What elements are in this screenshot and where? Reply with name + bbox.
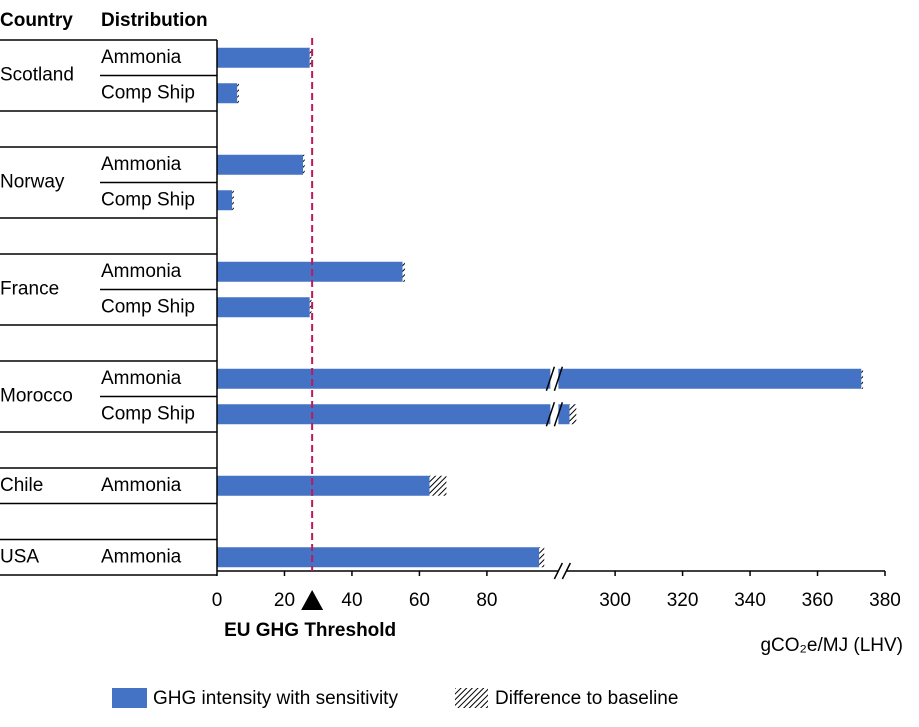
- distribution-label: Comp Ship: [101, 403, 195, 424]
- bar: [217, 297, 310, 318]
- break-mark: [553, 562, 564, 580]
- x-tick-label: 340: [734, 590, 766, 611]
- break-gap: [558, 561, 567, 581]
- distribution-label: Ammonia: [101, 47, 182, 68]
- country-label: Morocco: [0, 386, 73, 407]
- x-tick-label: 320: [667, 590, 699, 611]
- legend-swatch: [455, 688, 488, 708]
- break-mark: [561, 562, 572, 580]
- diff-bar: [861, 368, 864, 389]
- country-label: Norway: [0, 172, 65, 193]
- country-label: France: [0, 279, 59, 300]
- diff-bar: [232, 190, 234, 211]
- x-tick-label: 380: [869, 590, 901, 611]
- distribution-label: Ammonia: [101, 261, 182, 282]
- diff-bar: [237, 83, 239, 104]
- x-tick-label: 300: [599, 590, 631, 611]
- threshold-marker: [301, 590, 324, 610]
- diff-bar: [569, 404, 577, 425]
- x-tick-label: 80: [476, 590, 497, 611]
- bar: [217, 154, 304, 175]
- bar: [217, 368, 862, 389]
- break-gap: [550, 400, 559, 429]
- bar: [217, 47, 310, 68]
- x-tick-label: 0: [212, 590, 223, 611]
- x-axis-label: gCO₂e/MJ (LHV): [760, 635, 903, 656]
- country-label: Chile: [0, 475, 43, 496]
- distribution-label: Ammonia: [101, 154, 182, 175]
- x-tick-label: 360: [802, 590, 834, 611]
- break-gap: [550, 364, 559, 393]
- distribution-label: Comp Ship: [101, 82, 195, 103]
- distribution-label: Comp Ship: [101, 189, 195, 210]
- diff-bar: [303, 154, 305, 175]
- diff-bar: [309, 297, 312, 318]
- x-tick-label: 20: [274, 590, 295, 611]
- bar: [217, 475, 430, 496]
- break-mark: [545, 402, 556, 427]
- bar: [217, 404, 570, 425]
- legend-label: Difference to baseline: [495, 688, 678, 709]
- column-header: Distribution: [101, 10, 208, 31]
- diff-bar: [539, 547, 545, 568]
- threshold-label: EU GHG Threshold: [224, 620, 396, 641]
- x-tick-label: 40: [341, 590, 362, 611]
- break-mark: [553, 366, 564, 391]
- legend-swatch: [112, 688, 147, 708]
- column-header: Country: [0, 10, 73, 31]
- diff-bar: [429, 475, 447, 496]
- distribution-label: Comp Ship: [101, 296, 195, 317]
- country-label: Scotland: [0, 65, 74, 86]
- distribution-label: Ammonia: [101, 475, 182, 496]
- distribution-label: Ammonia: [101, 368, 182, 389]
- bar: [217, 190, 233, 211]
- distribution-label: Ammonia: [101, 546, 182, 567]
- country-label: USA: [0, 546, 39, 567]
- break-mark: [545, 366, 556, 391]
- x-tick-label: 60: [409, 590, 430, 611]
- bar: [217, 547, 540, 568]
- legend-label: GHG intensity with sensitivity: [153, 688, 398, 709]
- diff-bar: [309, 47, 312, 68]
- bar: [217, 83, 238, 104]
- bar: [217, 261, 403, 282]
- diff-bar: [402, 261, 405, 282]
- break-mark: [553, 402, 564, 427]
